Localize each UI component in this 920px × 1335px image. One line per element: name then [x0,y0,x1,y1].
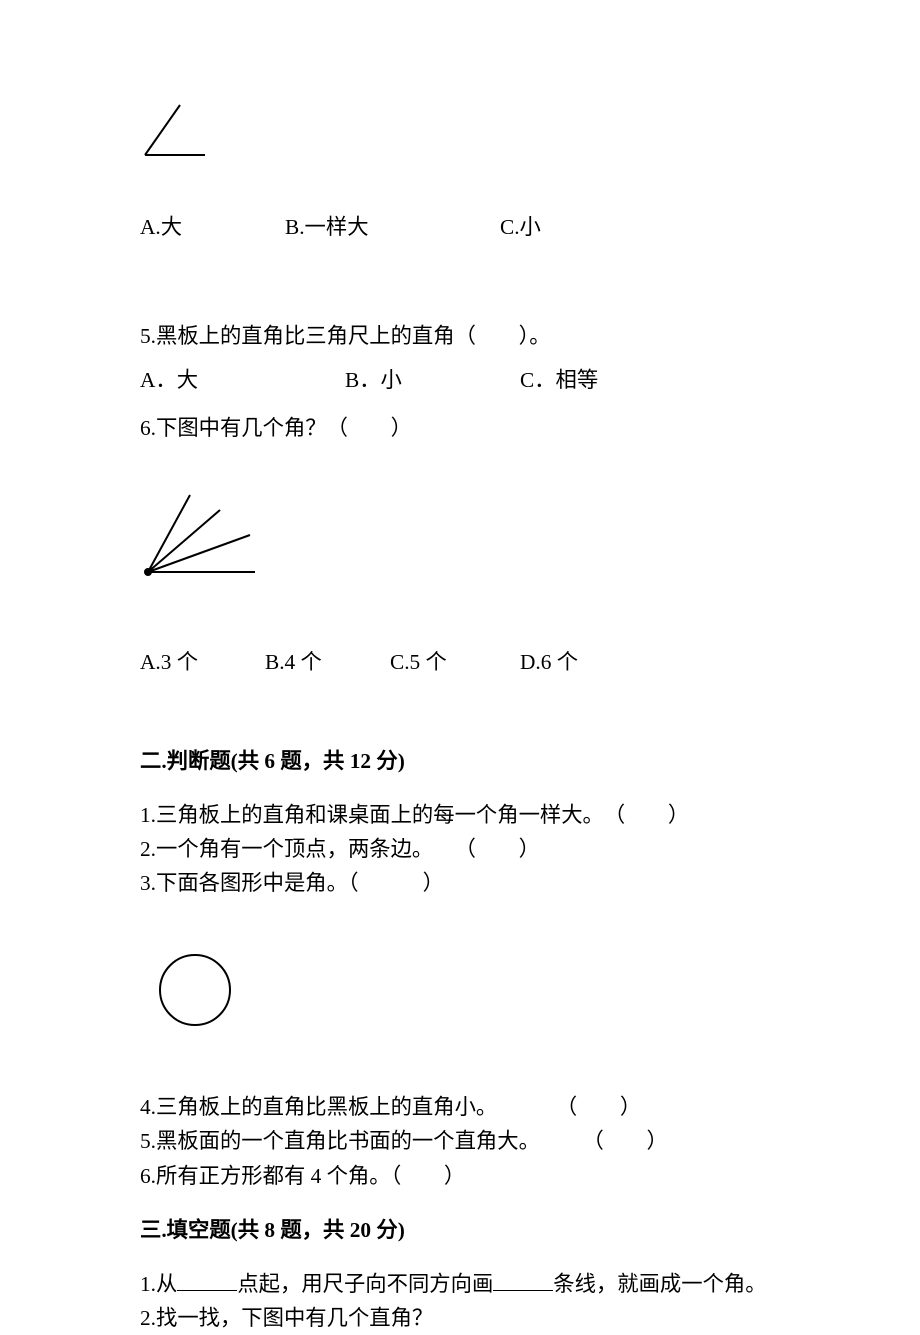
blank-2 [493,1269,553,1290]
s3-item1-pre: 1.从 [140,1272,177,1296]
q5-options: A．大 B．小 C．相等 [140,363,780,401]
section2-items-after: 4.三角板上的直角比黑板上的直角小。 （ ）5.黑板面的一个直角比书面的一个直角… [140,1090,780,1192]
option: B.一样大 [285,210,369,244]
judge-item: 1.三角板上的直角和课桌面上的每一个角一样大。 （ ） [140,798,780,832]
section2-header: 二.判断题(共 6 题，共 12 分) [140,744,780,778]
q6-rays-figure [140,490,780,590]
option: C.5 个 [390,645,447,679]
section2-items: 1.三角板上的直角和课桌面上的每一个角一样大。 （ ）2.一个角有一个顶点，两条… [140,798,780,900]
option: A.大 [140,210,182,244]
angle-svg [140,100,210,160]
judge-item: 5.黑板面的一个直角比书面的一个直角大。 （ ） [140,1124,780,1158]
rays-svg [140,490,260,580]
option: B.4 个 [265,645,322,679]
q4-angle-figure [140,100,780,170]
judge-item: 6.所有正方形都有 4 个角。（ ） [140,1159,780,1193]
blank-1 [177,1269,237,1290]
judge-item: 2.一个角有一个顶点，两条边。 （ ） [140,832,780,866]
option: C．相等 [520,363,598,397]
option: D.6 个 [520,645,578,679]
q4-options: A.大 B.一样大 C.小 [140,210,780,248]
option: B．小 [345,363,402,397]
s3-item1-post: 条线，就画成一个角。 [553,1272,766,1296]
s3-item1-mid: 点起，用尺子向不同方向画 [237,1272,493,1296]
q5-text: 5.黑板上的直角比三角尺上的直角（ ）。 [140,319,780,353]
option: A.3 个 [140,645,198,679]
section3-item1: 1.从 点起，用尺子向不同方向画 条线，就画成一个角。 [140,1267,780,1301]
q6-options: A.3 个 B.4 个 C.5 个 D.6 个 [140,645,780,683]
q6-text: 6.下图中有几个角？（ ） [140,411,780,445]
section3-header: 三.填空题(共 8 题，共 20 分) [140,1213,780,1247]
judge-item: 3.下面各图形中是角。（ ） [140,866,780,900]
option: A．大 [140,363,198,397]
section3-item2: 2.找一找，下图中有几个直角？ [140,1301,780,1335]
option: C.小 [500,210,541,244]
judge-item: 4.三角板上的直角比黑板上的直角小。 （ ） [140,1090,780,1124]
section2-circle-figure [155,950,780,1040]
circle-svg [155,950,235,1030]
